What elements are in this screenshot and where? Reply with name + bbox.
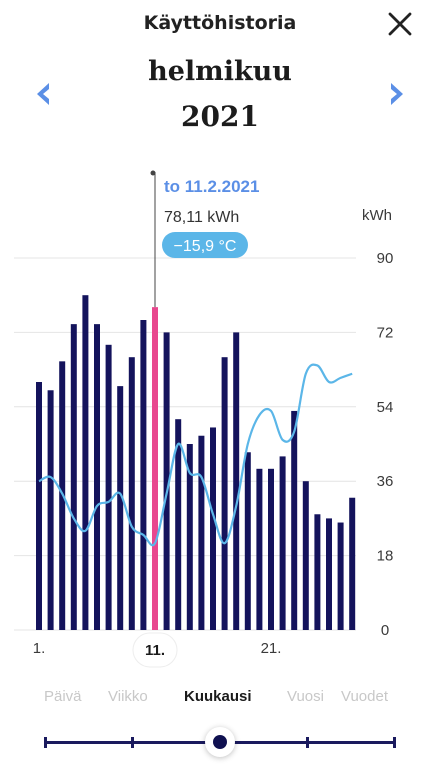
usage-bar[interactable]: [326, 518, 332, 630]
usage-bar[interactable]: [279, 456, 286, 630]
tab-vuodet[interactable]: Vuodet: [341, 688, 388, 705]
slider-stop: [44, 737, 47, 748]
slider-stop: [306, 737, 309, 748]
usage-bar[interactable]: [47, 390, 54, 630]
tooltip-value: 78,11 kWh: [164, 209, 239, 226]
usage-bar[interactable]: [198, 435, 205, 630]
usage-bar[interactable]: [256, 468, 263, 630]
tab-kuukausi[interactable]: Kuukausi: [184, 688, 252, 705]
slider-knob-dot: [213, 735, 227, 749]
period-tabs: Päivä Viikko Kuukausi Vuosi Vuodet: [0, 688, 440, 714]
usage-bar[interactable]: [349, 497, 356, 630]
usage-bar[interactable]: [233, 332, 240, 630]
y-tick-label: 36: [377, 473, 394, 490]
usage-bar[interactable]: [210, 427, 216, 630]
usage-bar[interactable]: [82, 295, 89, 630]
temperature-badge: [162, 232, 248, 258]
y-axis-unit: kWh: [362, 207, 392, 224]
chart-tooltip: to 11.2.2021 78,11 kWh −15,9 °C: [150, 170, 259, 308]
close-icon: [388, 12, 412, 36]
usage-bar[interactable]: [186, 444, 193, 630]
slider-knob[interactable]: [205, 727, 235, 757]
usage-bar[interactable]: [94, 324, 100, 630]
selected-bar[interactable]: [152, 307, 158, 630]
previous-month-button[interactable]: [32, 80, 56, 108]
tab-paiva[interactable]: Päivä: [44, 688, 82, 705]
y-tick-label: 72: [377, 324, 394, 341]
period-slider[interactable]: [44, 727, 396, 757]
temperature-line: [38, 363, 353, 547]
next-month-button[interactable]: [384, 80, 408, 108]
tab-vuosi[interactable]: Vuosi: [287, 688, 324, 705]
usage-bar[interactable]: [140, 320, 147, 630]
usage-bar[interactable]: [291, 410, 298, 630]
usage-chart[interactable]: kWh 90 72 54 36 18 0 to 11.2.2021 78,11 kWh −…: [0, 160, 440, 680]
y-tick-label: 18: [377, 548, 394, 565]
y-tick-label: 0: [381, 622, 389, 639]
month-title: helmikuu: [148, 56, 292, 87]
usage-bar[interactable]: [302, 481, 309, 630]
slider-stop: [393, 737, 396, 748]
slider-stop: [131, 737, 134, 748]
selected-day-pill: [132, 632, 178, 668]
usage-bar[interactable]: [36, 382, 42, 630]
usage-bar[interactable]: [128, 357, 135, 630]
x-tick-label-selected: 11.: [145, 642, 165, 659]
usage-bar[interactable]: [221, 357, 228, 630]
year-title: 2021: [181, 100, 259, 133]
chart-bars[interactable]: [36, 295, 356, 630]
temperature-line-layer: [38, 363, 353, 547]
x-tick-label: 1.: [33, 640, 46, 657]
usage-bar[interactable]: [175, 419, 182, 630]
tooltip-date: to 11.2.2021: [164, 177, 259, 196]
x-tick-label: 21.: [261, 640, 282, 657]
y-tick-label: 54: [377, 399, 394, 416]
chart-axis: kWh 90 72 54 36 18 0: [362, 207, 393, 639]
usage-bar[interactable]: [244, 452, 251, 630]
x-axis-labels: 1. 11. 21.: [33, 632, 282, 668]
chevron-right-icon: [391, 83, 403, 105]
usage-bar[interactable]: [163, 332, 170, 630]
usage-bar[interactable]: [105, 344, 112, 630]
tooltip-pointer-dot: [150, 170, 156, 176]
page-title: Käyttöhistoria: [143, 12, 297, 34]
usage-bar[interactable]: [117, 386, 124, 630]
usage-bar[interactable]: [314, 514, 321, 630]
y-tick-label: 90: [377, 250, 394, 267]
close-button[interactable]: [386, 10, 414, 38]
chevron-left-icon: [37, 83, 49, 105]
usage-bar[interactable]: [268, 468, 274, 630]
usage-bar[interactable]: [337, 522, 344, 630]
tooltip-temperature: −15,9 °C: [174, 238, 237, 255]
tab-viikko[interactable]: Viikko: [108, 688, 148, 705]
usage-bar[interactable]: [70, 324, 77, 630]
